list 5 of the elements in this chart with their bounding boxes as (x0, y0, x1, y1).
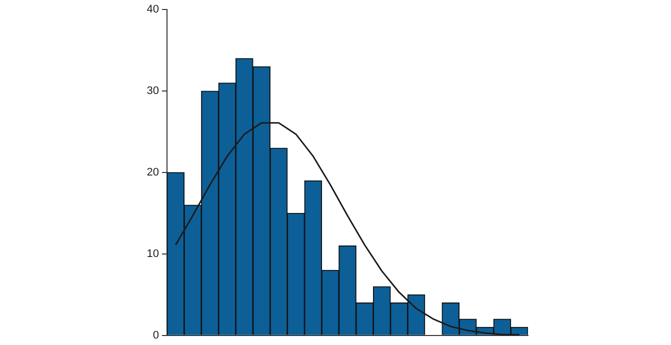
y-tick-label: 0 (152, 329, 159, 342)
y-tick-label: 40 (146, 4, 159, 16)
y-tick-label: 20 (146, 166, 159, 179)
y-tick-label: 10 (146, 248, 159, 260)
y-tick-label: 30 (146, 85, 159, 98)
